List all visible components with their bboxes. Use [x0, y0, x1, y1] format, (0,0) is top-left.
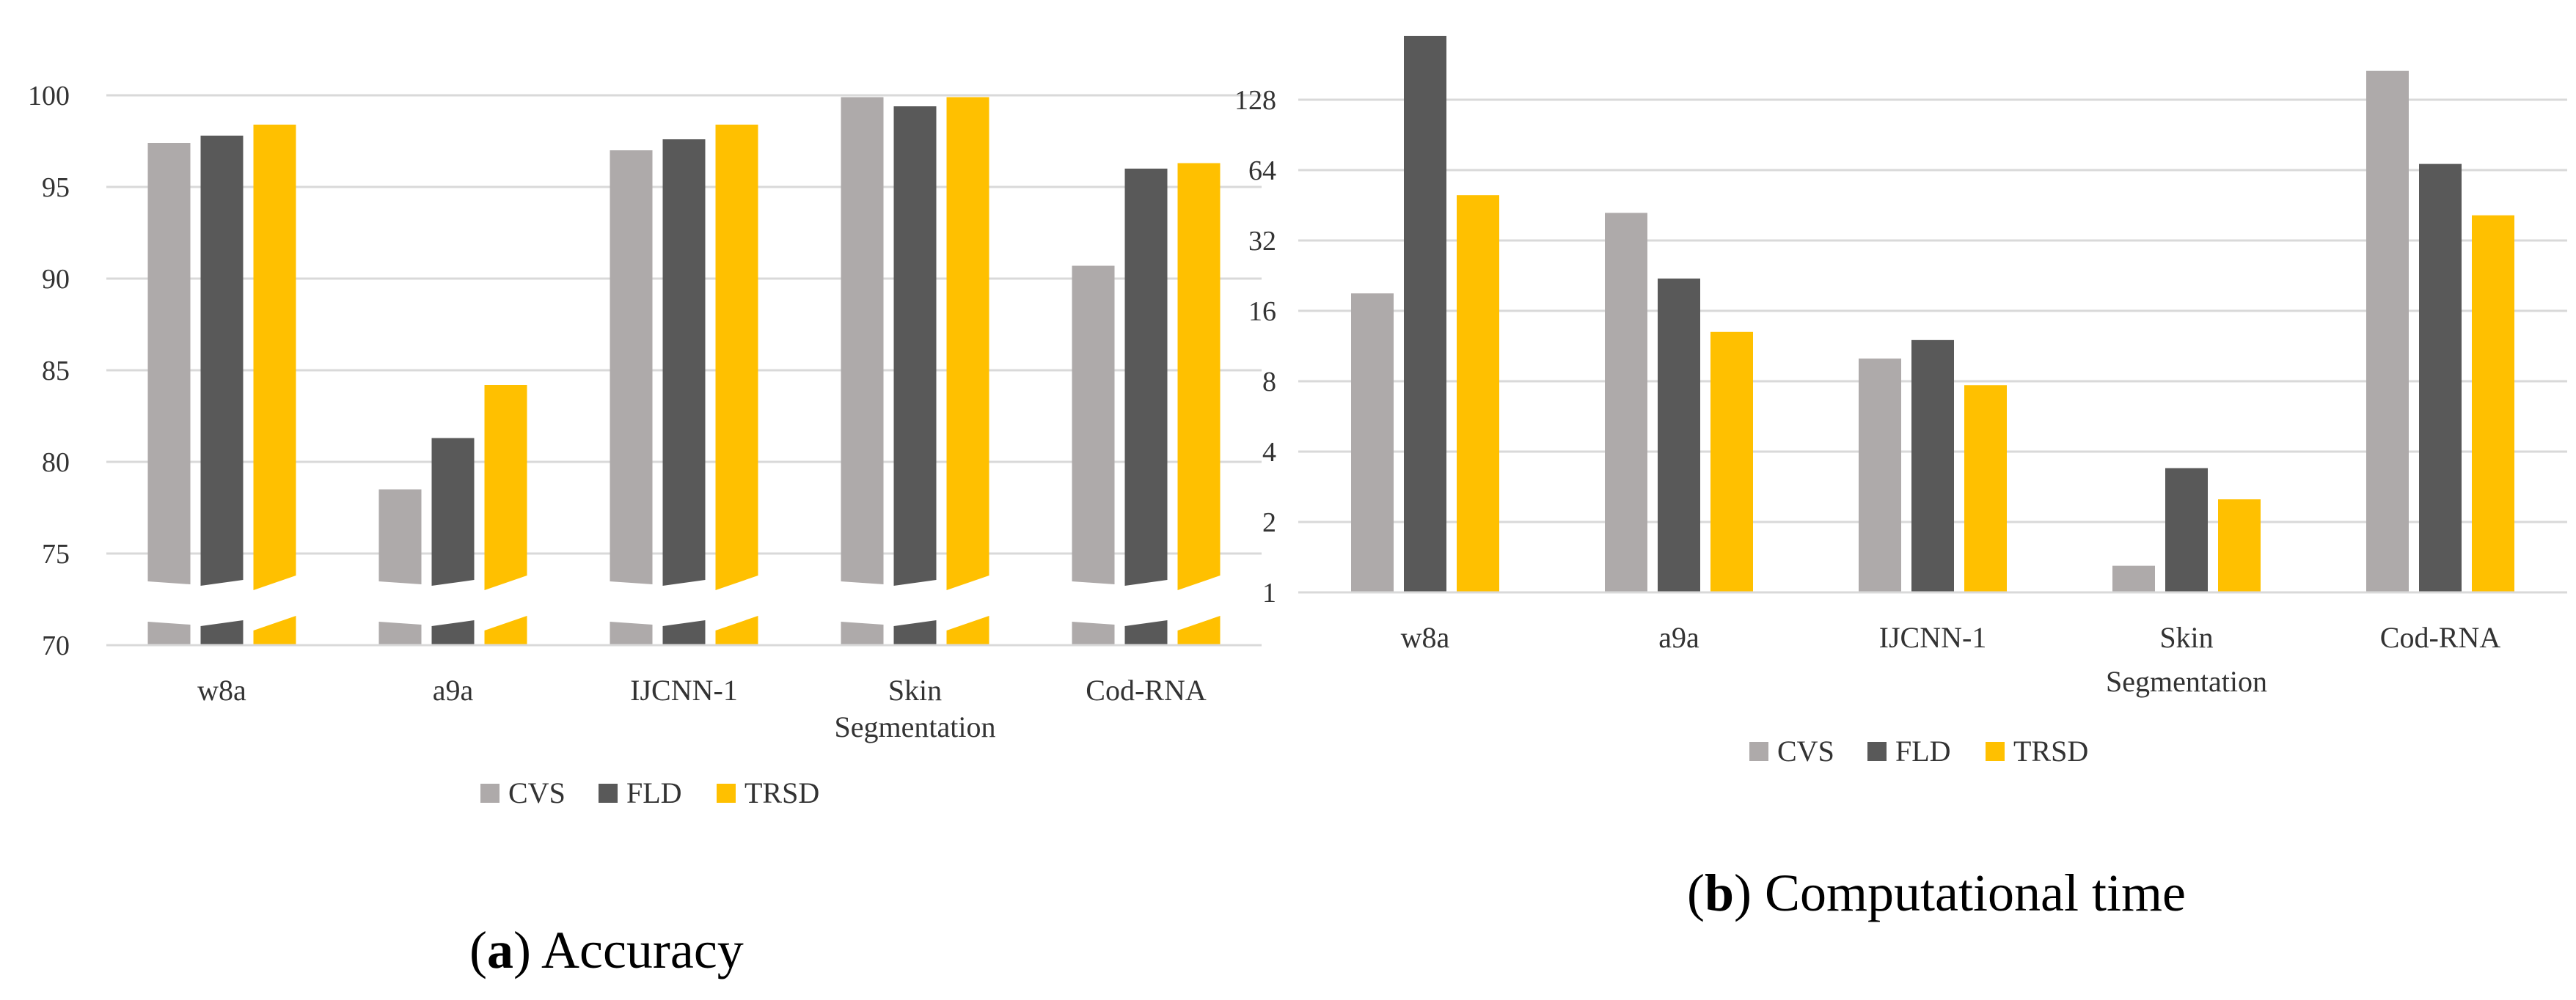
- y-tick-time-2: 2: [1262, 507, 1276, 538]
- legend-label-time-fld: FLD: [1895, 735, 1951, 768]
- caption-a: (a) Accuracy: [469, 921, 744, 979]
- bar-accuracy-fld-cod-rna: [1124, 169, 1168, 586]
- bar-time-trsd-a9a: [1710, 331, 1753, 592]
- computational-time-chart: 1 2 4 8 16 32 64 128 w8a a9a IJCNN-1 Skin Segmentati…: [1234, 35, 2567, 922]
- bar-stub-accuracy-cvs-cod-rna: [1072, 622, 1115, 645]
- bar-time-cvs-w8a: [1351, 293, 1394, 592]
- legend-label-trsd: TRSD: [744, 776, 819, 809]
- x-label-cod-rna: Cod-RNA: [1086, 674, 1207, 707]
- legend-swatch-fld: [599, 784, 618, 803]
- y-tick-95: 95: [42, 172, 70, 203]
- bar-accuracy-trsd-w8a: [253, 125, 296, 590]
- bar-time-cvs-skin-segmentation: [2112, 565, 2155, 592]
- legend-swatch-time-cvs: [1749, 742, 1768, 761]
- caption-b: (b) Computational time: [1687, 864, 2186, 922]
- bar-accuracy-fld-skin-segmentation: [893, 106, 937, 586]
- bar-accuracy-fld-a9a: [431, 438, 475, 586]
- bar-time-cvs-ijcnn-1: [1859, 359, 1901, 592]
- bar-stub-accuracy-cvs-skin-segmentation: [841, 622, 884, 645]
- bar-accuracy-trsd-a9a: [484, 385, 527, 590]
- bar-stub-accuracy-cvs-ijcnn-1: [610, 622, 653, 645]
- bar-accuracy-cvs-w8a: [147, 143, 191, 584]
- bar-stub-accuracy-fld-w8a: [200, 620, 244, 645]
- x-label-ijcnn-1: IJCNN-1: [630, 674, 738, 707]
- y-tick-time-64: 64: [1248, 155, 1276, 186]
- accuracy-chart: 70 75 80 85 90 95 100 w8a a9a IJCNN-1 Skin Segmenta…: [28, 81, 1262, 979]
- bar-time-fld-a9a: [1658, 278, 1700, 592]
- bar-stub-accuracy-trsd-skin-segmentation: [946, 616, 989, 645]
- x-label-time-cod-rna: Cod-RNA: [2380, 621, 2501, 654]
- y-tick-time-32: 32: [1248, 226, 1276, 257]
- bar-stub-accuracy-fld-cod-rna: [1124, 620, 1168, 645]
- y-tick-90: 90: [42, 264, 70, 295]
- legend-label-fld: FLD: [626, 776, 682, 809]
- x-label-skin-segmentation: Skin Segmentation: [835, 674, 996, 743]
- y-tick-100: 100: [28, 81, 70, 111]
- y-tick-75: 75: [42, 539, 70, 570]
- y-tick-70: 70: [42, 630, 70, 661]
- bar-accuracy-cvs-ijcnn-1: [610, 150, 653, 584]
- y-tick-85: 85: [42, 356, 70, 386]
- bar-stub-accuracy-cvs-w8a: [147, 622, 191, 645]
- y-tick-time-128: 128: [1234, 85, 1276, 116]
- bar-time-fld-cod-rna: [2419, 163, 2462, 592]
- bar-stub-accuracy-trsd-ijcnn-1: [715, 616, 758, 645]
- bar-time-trsd-ijcnn-1: [1964, 385, 2007, 592]
- bar-stub-accuracy-trsd-cod-rna: [1177, 616, 1221, 645]
- bar-stub-accuracy-cvs-a9a: [378, 622, 422, 645]
- bar-time-cvs-a9a: [1605, 213, 1647, 592]
- legend-swatch-trsd: [717, 784, 736, 803]
- legend-label-time-cvs: CVS: [1777, 735, 1834, 768]
- legend-swatch-time-trsd: [1986, 742, 2005, 761]
- legend-label-cvs: CVS: [508, 776, 566, 809]
- bar-time-trsd-w8a: [1457, 195, 1499, 592]
- bar-accuracy-cvs-cod-rna: [1072, 265, 1115, 584]
- bar-accuracy-cvs-skin-segmentation: [841, 97, 884, 584]
- x-label-time-w8a: w8a: [1401, 621, 1450, 654]
- x-label-w8a: w8a: [197, 674, 246, 707]
- x-label-time-a9a: a9a: [1658, 621, 1699, 654]
- bar-accuracy-trsd-cod-rna: [1177, 163, 1221, 590]
- bar-stub-accuracy-fld-skin-segmentation: [893, 620, 937, 645]
- legend-swatch-time-fld: [1867, 742, 1887, 761]
- bar-time-fld-ijcnn-1: [1911, 339, 1954, 592]
- y-tick-time-4: 4: [1262, 437, 1276, 468]
- bar-accuracy-cvs-a9a: [378, 489, 422, 584]
- bar-time-cvs-cod-rna: [2366, 70, 2409, 592]
- bar-time-trsd-cod-rna: [2472, 215, 2514, 592]
- y-tick-80: 80: [42, 447, 70, 478]
- bar-accuracy-trsd-ijcnn-1: [715, 125, 758, 590]
- x-label-a9a: a9a: [433, 674, 474, 707]
- bar-accuracy-trsd-skin-segmentation: [946, 97, 989, 590]
- bar-stub-accuracy-fld-ijcnn-1: [662, 620, 706, 645]
- bar-stub-accuracy-trsd-w8a: [253, 616, 296, 645]
- x-label-time-skin-segmentation: Skin Segmentation: [2106, 621, 2267, 698]
- legend-label-time-trsd: TRSD: [2013, 735, 2088, 768]
- y-tick-time-16: 16: [1248, 296, 1276, 327]
- y-tick-time-1: 1: [1262, 578, 1276, 609]
- bar-stub-accuracy-trsd-a9a: [484, 616, 527, 645]
- bar-time-fld-w8a: [1404, 35, 1446, 593]
- y-tick-time-8: 8: [1262, 367, 1276, 397]
- legend-swatch-cvs: [480, 784, 500, 803]
- x-label-time-ijcnn-1: IJCNN-1: [1879, 621, 1987, 654]
- bar-time-fld-skin-segmentation: [2165, 468, 2208, 592]
- bar-accuracy-fld-w8a: [200, 136, 244, 586]
- bar-accuracy-fld-ijcnn-1: [662, 139, 706, 586]
- bar-time-trsd-skin-segmentation: [2218, 499, 2261, 592]
- bar-stub-accuracy-fld-a9a: [431, 620, 475, 645]
